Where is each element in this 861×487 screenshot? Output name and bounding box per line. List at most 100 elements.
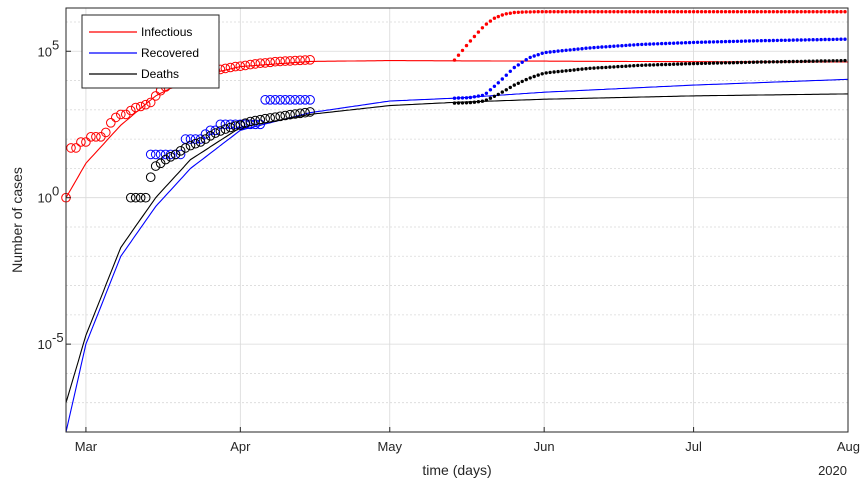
infectious-forecast-point bbox=[775, 10, 779, 14]
recovered-forecast-point bbox=[731, 39, 736, 44]
infectious-forecast-point bbox=[556, 10, 560, 14]
deaths-observed-point bbox=[280, 110, 291, 121]
infectious-forecast-point bbox=[835, 10, 839, 14]
recovered-observed-point bbox=[255, 119, 266, 130]
recovered-forecast-point bbox=[699, 40, 704, 44]
infectious-forecast-point bbox=[604, 10, 608, 14]
infectious-forecast-point bbox=[468, 39, 473, 43]
recovered-forecast-point bbox=[656, 42, 660, 46]
infectious-forecast-point bbox=[620, 10, 624, 14]
infectious-forecast-point bbox=[560, 10, 564, 14]
deaths-forecast-point bbox=[488, 96, 493, 100]
deaths-forecast-point bbox=[476, 100, 481, 104]
deaths-observed-point bbox=[200, 134, 211, 144]
deaths-observed-point bbox=[300, 107, 310, 118]
recovered-forecast-point bbox=[711, 40, 716, 44]
recovered-forecast-point bbox=[456, 96, 461, 100]
infectious-forecast-point bbox=[512, 10, 516, 15]
recovered-forecast-point bbox=[751, 39, 756, 43]
infectious-forecast-point bbox=[632, 10, 636, 14]
deaths-forecast-point bbox=[640, 63, 644, 67]
deaths-forecast-point bbox=[580, 67, 584, 71]
infectious-forecast-point bbox=[731, 10, 736, 14]
deaths-observed-point bbox=[250, 115, 261, 126]
infectious-forecast-point bbox=[803, 10, 807, 14]
infectious-forecast-point bbox=[552, 10, 556, 14]
recovered-forecast-point bbox=[572, 47, 576, 52]
deaths-forecast-point bbox=[668, 62, 672, 67]
infectious-observed-point bbox=[265, 57, 276, 68]
deaths-forecast-point bbox=[456, 101, 461, 105]
axes-box bbox=[65, 7, 849, 433]
deaths-forecast-point bbox=[775, 60, 779, 64]
infectious-forecast-point bbox=[747, 10, 752, 14]
legend-box bbox=[81, 14, 220, 89]
infectious-forecast-point bbox=[807, 10, 811, 14]
infectious-forecast-point bbox=[484, 22, 489, 26]
recovered-forecast-point bbox=[584, 46, 588, 50]
recovered-forecast-point bbox=[831, 37, 835, 42]
infectious-forecast-point bbox=[831, 10, 835, 14]
infectious-observed-point bbox=[76, 137, 86, 147]
infectious-forecast-point bbox=[799, 10, 803, 14]
infectious-observed-point bbox=[235, 61, 246, 71]
deaths-forecast-point bbox=[612, 65, 616, 69]
infectious-forecast-point bbox=[660, 10, 664, 14]
infectious-forecast-point bbox=[548, 10, 552, 14]
deaths-observed-point bbox=[155, 158, 166, 169]
infectious-forecast-point bbox=[751, 10, 756, 14]
deaths-forecast-point bbox=[544, 71, 548, 75]
infectious-forecast-point bbox=[492, 16, 497, 20]
recovered-forecast-point bbox=[727, 39, 732, 44]
recovered-observed-point bbox=[305, 95, 315, 105]
infectious-forecast-point bbox=[540, 10, 544, 14]
recovered-forecast-point bbox=[532, 54, 536, 58]
x-tick-label: Aug bbox=[837, 439, 860, 454]
infectious-forecast-point bbox=[759, 10, 763, 14]
infectious-forecast-point bbox=[528, 10, 532, 14]
infectious-forecast-point bbox=[763, 10, 767, 14]
infectious-forecast-point bbox=[572, 10, 576, 14]
infectious-forecast-point bbox=[612, 10, 616, 14]
recovered-forecast-point bbox=[508, 69, 512, 74]
recovered-observed-point bbox=[275, 95, 286, 105]
infectious-forecast-point bbox=[628, 10, 632, 14]
recovered-forecast-point bbox=[787, 38, 791, 42]
recovered-forecast-point bbox=[484, 91, 489, 96]
recovered-forecast-point bbox=[664, 41, 668, 46]
deaths-observed-point bbox=[230, 121, 241, 131]
deaths-observed-point bbox=[305, 107, 315, 117]
deaths-forecast-point bbox=[743, 60, 748, 65]
deaths-forecast-point bbox=[596, 66, 600, 70]
deaths-observed-point bbox=[140, 192, 151, 203]
recovered-forecast-point bbox=[743, 39, 748, 43]
recovered-forecast-point bbox=[683, 41, 688, 45]
deaths-observed-point bbox=[245, 116, 256, 127]
infectious-forecast-point bbox=[823, 10, 827, 14]
legend: Infectious Recovered Deaths bbox=[81, 14, 220, 89]
recovered-observed-point bbox=[210, 125, 221, 136]
infectious-observed-point bbox=[126, 105, 136, 116]
deaths-forecast-point bbox=[759, 60, 763, 64]
infectious-forecast-point bbox=[460, 48, 465, 53]
legend-label-recovered: Recovered bbox=[141, 46, 199, 60]
infectious-forecast-point bbox=[715, 10, 720, 14]
recovered-forecast-point bbox=[452, 96, 457, 100]
recovered-forecast-point bbox=[528, 55, 532, 60]
recovered-forecast-point bbox=[807, 38, 811, 42]
deaths-forecast-point bbox=[520, 79, 524, 84]
infectious-forecast-point bbox=[811, 10, 815, 14]
infectious-observed-point bbox=[150, 91, 161, 101]
recovered-forecast-point bbox=[504, 73, 508, 77]
deaths-observed-point bbox=[295, 108, 305, 119]
deaths-observed-point bbox=[195, 137, 206, 147]
deaths-forecast-point bbox=[604, 65, 608, 70]
infectious-forecast-point bbox=[532, 10, 536, 14]
recovered-forecast-point bbox=[492, 84, 497, 89]
infectious-forecast-point bbox=[779, 10, 783, 14]
infectious-forecast-point bbox=[624, 10, 628, 14]
recovered-observed-point bbox=[300, 95, 310, 105]
deaths-forecast-point bbox=[620, 64, 624, 69]
deaths-forecast-point bbox=[739, 60, 744, 65]
infectious-forecast-point bbox=[815, 10, 819, 14]
